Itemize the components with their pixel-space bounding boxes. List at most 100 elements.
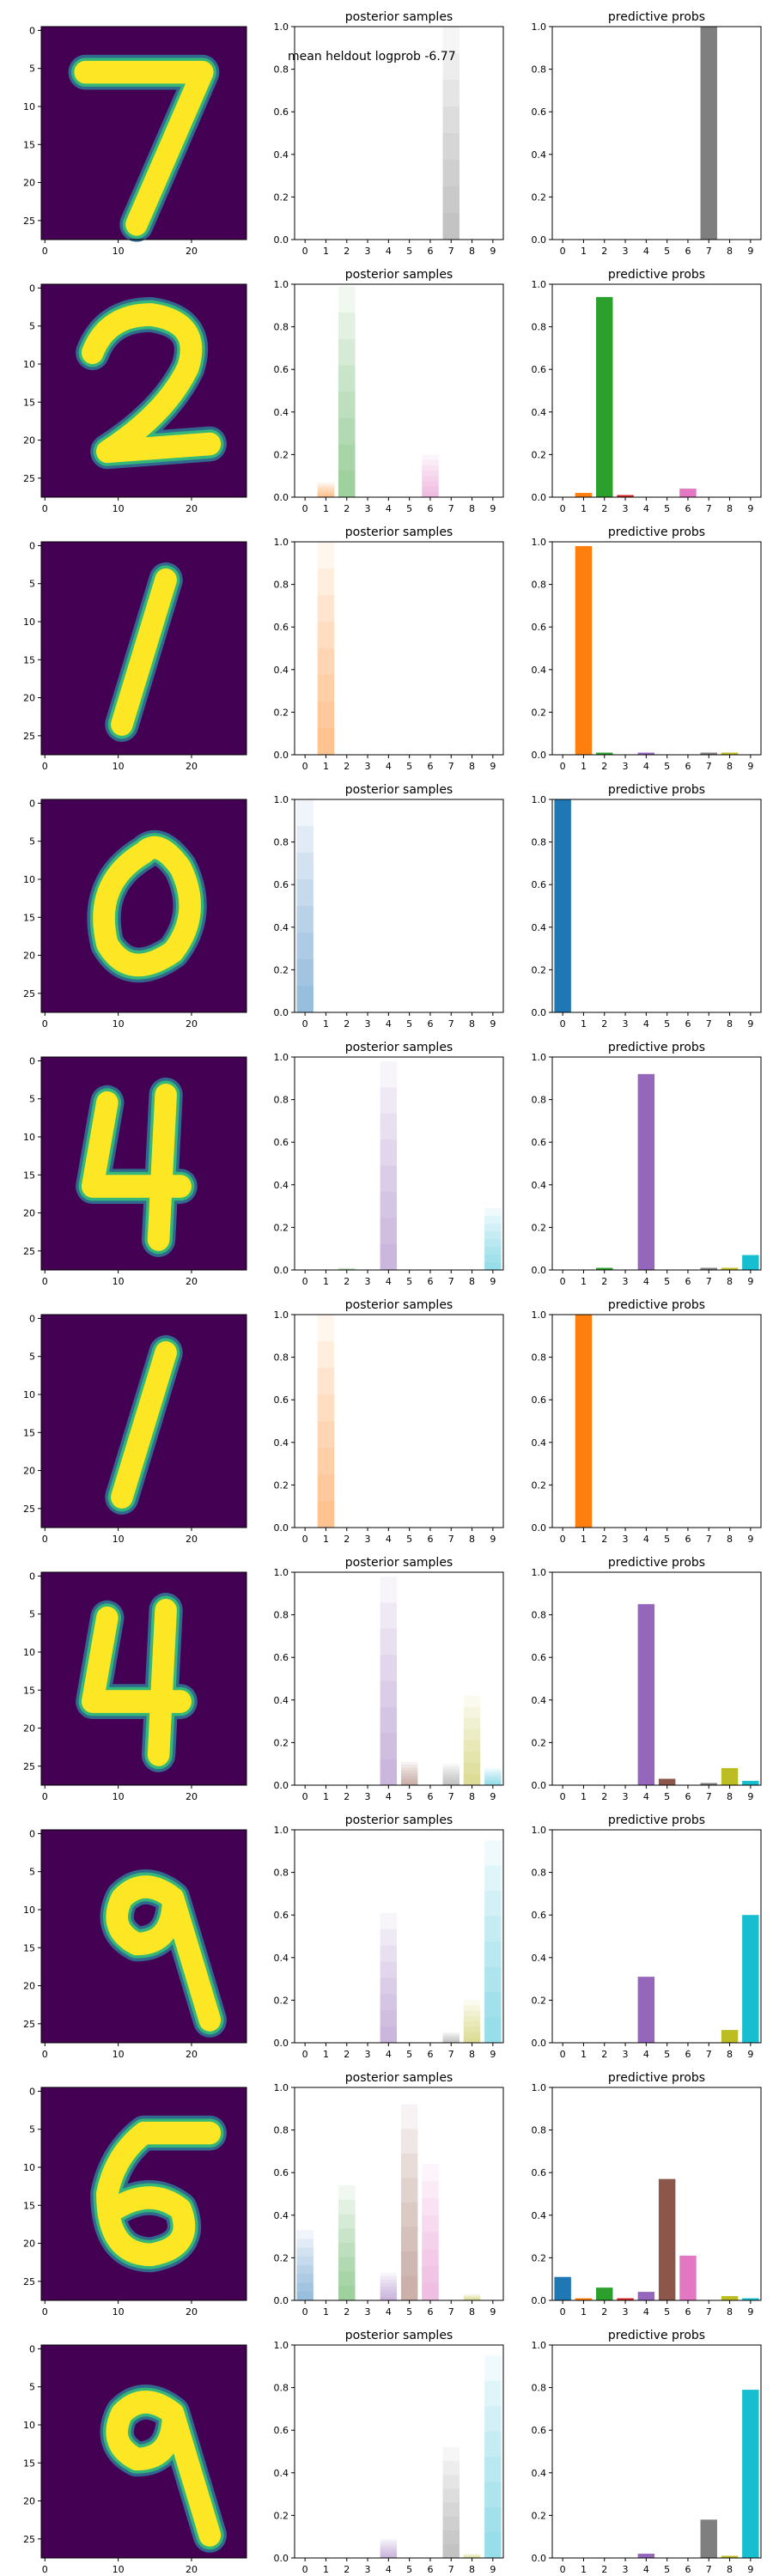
y-tick-label: 0.8 xyxy=(274,2383,289,2394)
x-tick-label: 8 xyxy=(469,2049,475,2060)
posterior-sample-bar xyxy=(317,1315,335,1528)
y-tick-label: 0.8 xyxy=(274,64,289,76)
predictive-bar xyxy=(575,1315,593,1528)
x-tick-label: 3 xyxy=(623,1018,629,1030)
posterior-sample-bar xyxy=(484,2532,502,2558)
y-tick-label: 20 xyxy=(23,178,35,189)
y-tick-label: 0.8 xyxy=(532,837,547,848)
posterior-sample-bar xyxy=(338,313,356,497)
x-tick-label: 10 xyxy=(113,2306,125,2318)
x-tick-label: 2 xyxy=(601,1018,607,1030)
panel-title: predictive probs xyxy=(608,783,705,797)
y-tick-label: 0.4 xyxy=(274,149,289,161)
y-tick-label: 0.2 xyxy=(532,2252,547,2263)
x-tick-label: 6 xyxy=(685,1018,691,1030)
predictive-bar xyxy=(575,2298,593,2300)
x-tick-label: 0 xyxy=(302,246,308,257)
x-tick-label: 0 xyxy=(42,2564,48,2575)
axes-frame xyxy=(40,1314,247,1528)
x-tick-label: 3 xyxy=(623,1534,629,1545)
posterior-sample-bar xyxy=(484,1770,502,1785)
x-tick-label: 3 xyxy=(365,2306,371,2318)
y-tick-label: 20 xyxy=(23,951,35,962)
y-tick-label: 5 xyxy=(29,64,35,75)
posterior-sample-bar xyxy=(380,1628,398,1785)
posterior-sample-bar xyxy=(400,1779,418,1785)
y-tick-label: 0.6 xyxy=(274,1652,289,1663)
posterior-sample-bar xyxy=(317,1448,335,1528)
x-tick-label: 6 xyxy=(427,246,433,257)
x-tick-label: 3 xyxy=(623,761,629,772)
x-tick-label: 5 xyxy=(406,1276,412,1287)
panel-title: predictive probs xyxy=(608,1041,705,1054)
posterior-sample-bar xyxy=(484,1208,502,1270)
posterior-sample-bar xyxy=(422,2215,439,2300)
x-tick-label: 7 xyxy=(706,1018,712,1030)
x-tick-label: 5 xyxy=(406,2564,412,2575)
posterior-sample-bar xyxy=(442,2041,460,2043)
posterior-sample-bar xyxy=(442,186,460,240)
predictive-bar xyxy=(596,1267,613,1270)
posterior-sample-bar xyxy=(484,1774,502,1785)
predictive-bar xyxy=(637,2554,655,2558)
posterior-sample-bar xyxy=(380,2293,398,2300)
posterior-sample-bar xyxy=(380,1680,398,1785)
x-tick-label: 2 xyxy=(344,2306,350,2318)
posterior-sample-bar xyxy=(380,2010,398,2043)
posterior-sample-bar xyxy=(380,2543,398,2558)
posterior-sample-bar xyxy=(442,1771,460,1785)
posterior-sample-bar xyxy=(296,2265,313,2300)
x-tick-label: 6 xyxy=(685,761,691,772)
y-tick-label: 0.8 xyxy=(274,1352,289,1364)
x-tick-label: 3 xyxy=(623,1276,629,1287)
x-tick-label: 10 xyxy=(113,2049,125,2060)
digit-stroke-core xyxy=(106,2391,222,2547)
y-tick-label: 1.0 xyxy=(532,2340,547,2351)
posterior-sample-bar xyxy=(380,2550,398,2558)
x-tick-label: 5 xyxy=(664,2564,670,2575)
posterior-sample-bar xyxy=(484,1216,502,1270)
y-tick-label: 15 xyxy=(23,654,35,665)
posterior-sample-bar xyxy=(338,1268,356,1270)
posterior-sample-bar xyxy=(317,622,335,755)
panel-title: predictive probs xyxy=(608,2071,705,2085)
x-tick-label: 9 xyxy=(490,503,496,514)
posterior-sample-bar xyxy=(442,2039,460,2043)
posterior-sample-bar xyxy=(380,1243,398,1270)
x-tick-label: 4 xyxy=(386,1276,392,1287)
x-tick-label: 6 xyxy=(427,1534,433,1545)
posterior-sample-bar xyxy=(296,906,313,1012)
y-tick-label: 5 xyxy=(29,2124,35,2136)
posterior-sample-bar xyxy=(442,1777,460,1785)
axes-frame xyxy=(294,541,504,756)
axes-frame xyxy=(294,26,504,240)
x-tick-label: 5 xyxy=(406,761,412,772)
y-tick-label: 1.0 xyxy=(274,794,289,805)
x-tick-label: 2 xyxy=(344,2049,350,2060)
y-tick-label: 1.0 xyxy=(532,794,547,805)
y-tick-label: 15 xyxy=(23,1942,35,1953)
x-tick-label: 8 xyxy=(469,1791,475,1802)
posterior-sample-bar xyxy=(442,213,460,240)
x-tick-label: 10 xyxy=(113,2564,125,2575)
y-tick-label: 1.0 xyxy=(274,1309,289,1321)
posterior-sample-bar xyxy=(380,1961,398,2043)
posterior-sample-bar xyxy=(296,959,313,1012)
y-tick-label: 0.2 xyxy=(274,1222,289,1233)
posterior-sample-bar xyxy=(442,2037,460,2043)
y-tick-label: 20 xyxy=(23,693,35,704)
axes-frame xyxy=(551,1571,762,1786)
x-tick-label: 8 xyxy=(469,2306,475,2318)
y-tick-label: 5 xyxy=(29,1867,35,1878)
x-tick-label: 1 xyxy=(581,503,587,514)
posterior-sample-bar xyxy=(317,483,335,497)
x-tick-label: 9 xyxy=(747,1276,753,1287)
y-tick-label: 0.0 xyxy=(532,1522,547,1534)
posterior-sample-bar xyxy=(463,2296,481,2300)
y-tick-label: 0.2 xyxy=(274,191,289,203)
y-tick-label: 0 xyxy=(29,25,35,36)
axes-frame xyxy=(551,1056,762,1271)
x-tick-label: 4 xyxy=(643,1018,649,1030)
y-tick-label: 0.6 xyxy=(274,106,289,118)
posterior-sample-bar xyxy=(380,2553,398,2558)
